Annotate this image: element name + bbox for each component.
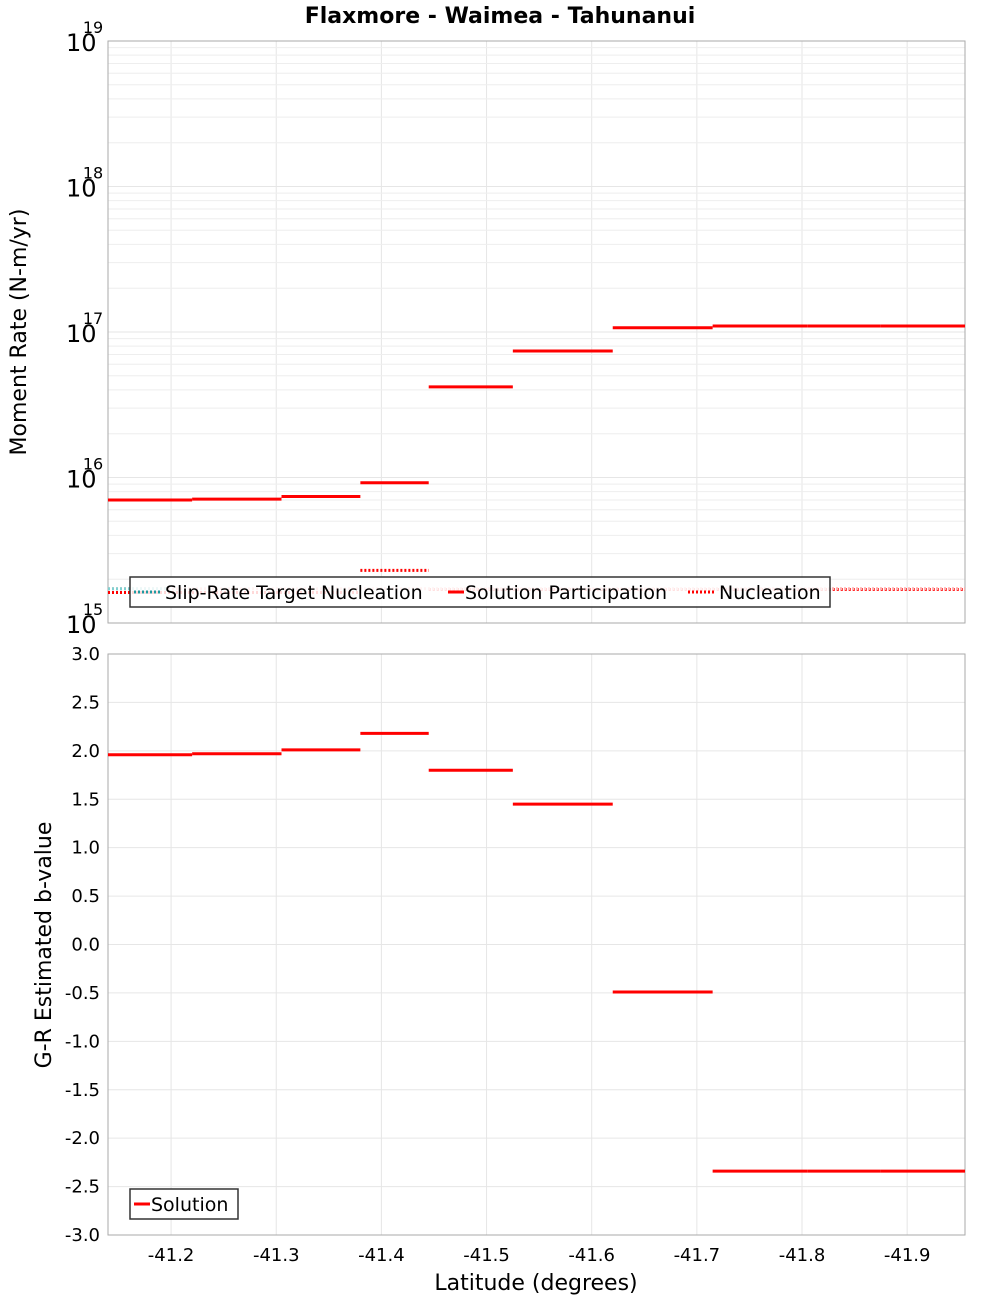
b-value-plot-frame: [107, 653, 966, 1236]
x-tick-label: -41.3: [253, 1245, 300, 1266]
b-value-legend: Solution: [129, 1188, 239, 1220]
legend-label: Nucleation: [719, 582, 821, 604]
legend-label: Solution: [151, 1194, 228, 1216]
y-tick-label: 3.0: [71, 644, 100, 665]
y-tick-label: -0.5: [65, 983, 100, 1004]
y-tick-base: 10: [66, 466, 97, 494]
legend-label: Slip-Rate Target Nucleation: [165, 582, 423, 604]
y-tick-label: 2.0: [71, 741, 100, 762]
y-tick-exponent: 19: [83, 18, 103, 37]
y-tick-label: 1.0: [71, 838, 100, 859]
y-tick-base: 10: [66, 29, 97, 57]
x-tick-label: -41.9: [884, 1245, 931, 1266]
chart-title: Flaxmore - Waimea - Tahunanui: [305, 4, 696, 29]
b-value-plot: 3.0 2.5 2.0 1.5 1.0 0.5 0.0 -0.5 -1.0 -1.5 -2.0 -2.…: [32, 644, 966, 1296]
y-tick-label: 2.5: [71, 692, 100, 713]
y-tick-label: 0.5: [71, 886, 100, 907]
y-tick-label: 1.5: [71, 789, 100, 810]
moment-rate-plot-frame: [107, 40, 966, 624]
y-tick-exponent: 16: [83, 455, 103, 474]
x-tick-label: -41.2: [148, 1245, 195, 1266]
y-tick-label: -2.0: [65, 1128, 100, 1149]
y-tick-base: 10: [66, 175, 97, 203]
y-tick-exponent: 17: [83, 309, 103, 328]
moment-rate-y-axis-label: Moment Rate (N-m/yr): [7, 209, 32, 456]
y-tick-base: 10: [66, 611, 97, 639]
y-tick-label: -3.0: [65, 1225, 100, 1246]
y-tick-label: -2.5: [65, 1177, 100, 1198]
legend-label: Solution Participation: [465, 582, 667, 604]
x-axis-label: Latitude (degrees): [434, 1271, 637, 1296]
y-tick-base: 10: [66, 320, 97, 348]
x-tick-label: -41.7: [674, 1245, 721, 1266]
b-value-y-axis-label: G-R Estimated b-value: [32, 822, 57, 1069]
y-tick-label: -1.5: [65, 1080, 100, 1101]
x-tick-label: -41.8: [779, 1245, 826, 1266]
y-tick-label: 0.0: [71, 935, 100, 956]
moment-rate-legend: Slip-Rate Target Nucleation Solution Part…: [129, 576, 831, 608]
y-tick-label: -1.0: [65, 1031, 100, 1052]
x-tick-label: -41.6: [568, 1245, 615, 1266]
x-tick-label: -41.4: [358, 1245, 405, 1266]
y-tick-exponent: 15: [83, 600, 103, 619]
y-tick-exponent: 18: [83, 164, 103, 183]
x-tick-label: -41.5: [463, 1245, 510, 1266]
